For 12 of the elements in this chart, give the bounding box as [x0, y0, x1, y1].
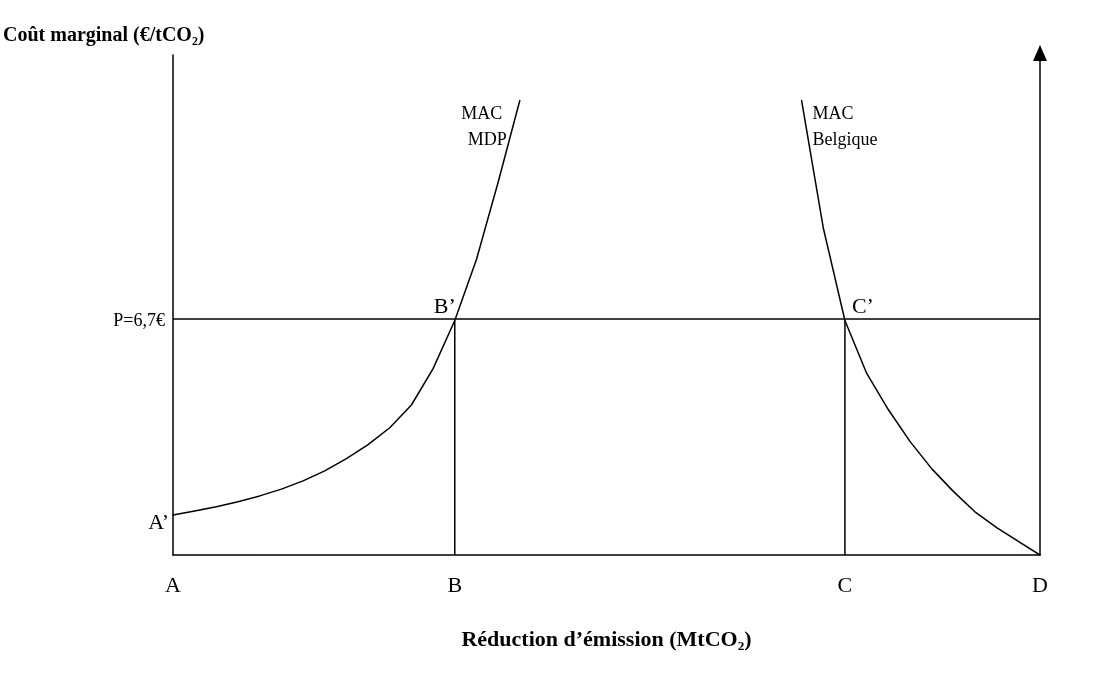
- text: P=6,7€: [113, 310, 165, 331]
- annotation: B’: [433, 292, 456, 318]
- x-tick-label: C: [837, 571, 853, 597]
- annotation: C’: [851, 292, 874, 318]
- annotation: A’: [148, 508, 169, 534]
- x-axis-title: Réduction d’émission (MtCO₂): [461, 625, 752, 651]
- series-label: MAC MDP: [461, 103, 507, 150]
- x-tick-label: D: [1032, 571, 1048, 597]
- x-tick-label: B: [447, 571, 463, 597]
- series-label: MAC Belgique: [812, 103, 878, 150]
- x-tick-label: A: [165, 571, 182, 597]
- y-axis-title: Coût marginal (€/tCO₂): [3, 23, 205, 46]
